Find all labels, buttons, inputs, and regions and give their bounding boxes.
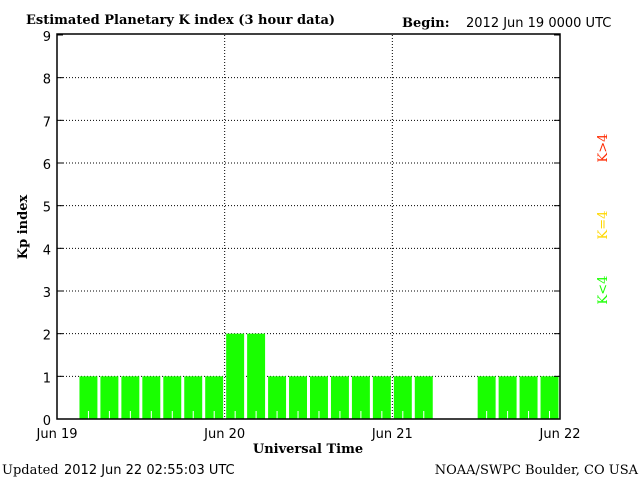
kp-bar	[121, 376, 140, 419]
y-tick-label: 8	[43, 73, 51, 88]
kp-bar	[79, 376, 98, 419]
updated-value: 2012 Jun 22 02:55:03 UTC	[64, 463, 235, 478]
kp-bar	[372, 376, 391, 419]
kp-bar	[519, 376, 538, 419]
y-tick-label: 9	[43, 30, 51, 45]
kp-bar	[498, 376, 517, 419]
y-tick-label: 3	[43, 286, 51, 301]
kp-bar	[393, 376, 412, 419]
x-tick-label: Jun 22	[539, 427, 581, 442]
x-axis-label: Universal Time	[253, 442, 363, 457]
legend-item: K<4	[596, 276, 611, 305]
y-tick-label: 4	[43, 243, 51, 258]
y-tick-label: 0	[43, 414, 51, 429]
y-tick-label: 7	[43, 115, 51, 130]
kp-bar	[205, 376, 224, 419]
y-tick-label: 5	[43, 201, 51, 216]
x-tick-label: Jun 20	[203, 427, 245, 442]
kp-bar	[226, 333, 245, 419]
kp-bar	[289, 376, 307, 419]
begin-label: Begin:	[402, 16, 450, 31]
kp-bar	[477, 376, 496, 419]
x-tick-label: Jun 19	[36, 427, 78, 442]
updated-label: Updated	[2, 463, 59, 478]
kp-bar	[330, 376, 349, 419]
begin-value: 2012 Jun 19 0000 UTC	[466, 16, 611, 31]
kp-bar	[540, 376, 559, 419]
kp-bar	[163, 376, 182, 419]
kp-bar	[184, 376, 203, 419]
x-tick-label: Jun 21	[371, 427, 413, 442]
chart-title: Estimated Planetary K index (3 hour data…	[26, 13, 335, 28]
plot-frame	[56, 33, 561, 420]
y-tick-label: 6	[43, 158, 51, 173]
kp-bar	[268, 376, 287, 419]
legend-item: K>4	[596, 134, 611, 163]
legend-item: K=4	[596, 211, 611, 240]
kp-bar	[351, 376, 370, 419]
kp-bar	[142, 376, 161, 419]
kp-bar	[100, 376, 119, 419]
kp-bar	[310, 376, 328, 419]
credit: NOAA/SWPC Boulder, CO USA	[435, 463, 639, 478]
y-tick-label: 1	[43, 371, 51, 386]
kp-bar	[247, 333, 266, 419]
kp-bar	[414, 376, 433, 419]
y-tick-label: 2	[43, 329, 51, 344]
y-axis-label: Kp index	[16, 195, 31, 260]
